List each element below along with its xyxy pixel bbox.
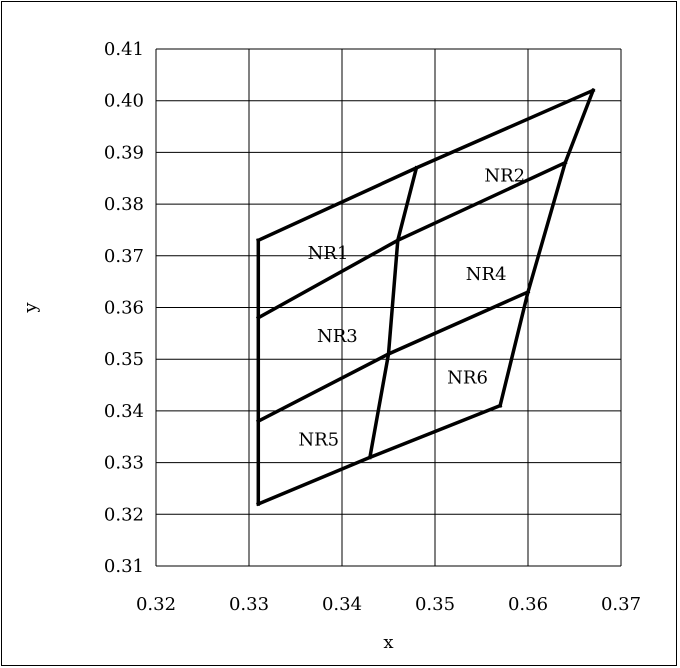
y-tick-label: 0.32 [104, 504, 144, 525]
y-tick-label: 0.37 [104, 246, 144, 267]
y-tick-labels: 0.31 0.32 0.33 0.34 0.35 0.36 0.37 0.38 0.39 0.40… [104, 39, 144, 577]
region-label: NR6 [447, 367, 488, 388]
y-tick-label: 0.36 [104, 298, 144, 319]
region-label: NR1 [308, 243, 349, 264]
x-tick-label: 0.34 [322, 594, 362, 615]
y-tick-label: 0.39 [104, 142, 144, 163]
region-label: NR3 [317, 326, 358, 347]
y-tick-label: 0.34 [104, 401, 144, 422]
x-tick-label: 0.32 [136, 594, 176, 615]
x-axis-label: x [383, 632, 393, 653]
series-line [256, 403, 503, 507]
region-label: NR5 [298, 429, 339, 450]
region-label: NR4 [466, 264, 507, 285]
series-line [367, 165, 419, 460]
x-tick-label: 0.35 [415, 594, 455, 615]
series-line [497, 88, 596, 408]
series-line [255, 88, 596, 243]
series-group [255, 88, 596, 507]
y-tick-label: 0.35 [104, 349, 144, 370]
y-tick-label: 0.40 [104, 91, 144, 112]
region-label: NR2 [484, 166, 525, 187]
annotation-group: NR1 NR2 NR3 NR4 NR5 NR6 [298, 166, 525, 451]
x-tick-label: 0.37 [601, 594, 641, 615]
y-tick-label: 0.33 [104, 453, 144, 474]
y-axis-label: y [20, 302, 41, 314]
grid-lines [155, 48, 622, 567]
y-tick-label: 0.41 [104, 39, 144, 60]
x-tick-labels: 0.32 0.33 0.34 0.35 0.36 0.37 [136, 594, 641, 615]
x-tick-label: 0.33 [229, 594, 269, 615]
y-tick-label: 0.38 [104, 194, 144, 215]
y-tick-label: 0.31 [104, 556, 144, 577]
x-tick-label: 0.36 [508, 594, 548, 615]
